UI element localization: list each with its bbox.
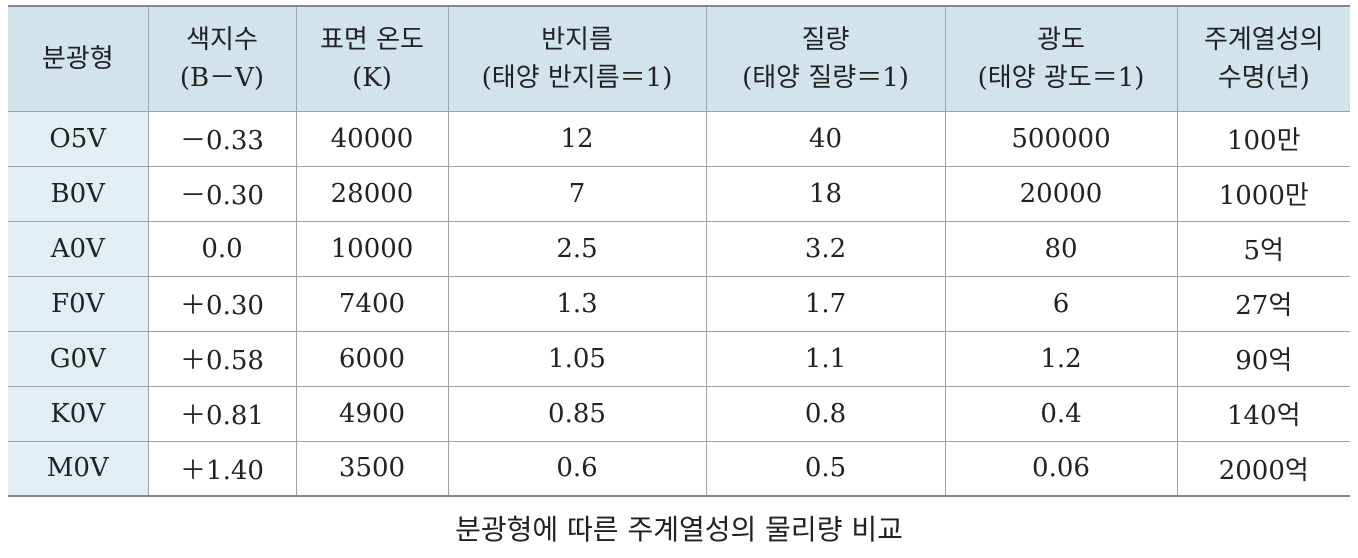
table-cell: 6 [944, 275, 1178, 332]
header-cell: 광도 (태양 광도＝1) [944, 5, 1178, 112]
table-cell: 0.5 [705, 440, 946, 497]
header-line: 표면 온도 [320, 24, 424, 55]
table-cell: 1.2 [944, 330, 1178, 387]
header-cell: 반지름 (태양 반지름＝1) [447, 5, 707, 112]
table-cell: 0.0 [147, 220, 297, 277]
table-cell: －0.30 [147, 165, 297, 222]
header-row: 분광형 색지수 (B－V) 표면 온도 (K) 반지름 (태양 반지름＝1) 질량 (태양 질량… [8, 5, 1350, 112]
header-line: (태양 질량＝1) [742, 62, 909, 93]
table-cell: 27억 [1176, 275, 1350, 332]
table-row: M0Ⅴ ＋1.40 3500 0.6 0.5 0.06 2000억 [8, 440, 1350, 497]
header-cell: 분광형 [8, 5, 149, 112]
table-cell: ＋0.30 [147, 275, 297, 332]
table-cell: 1.1 [705, 330, 946, 387]
table-row: A0Ⅴ 0.0 10000 2.5 3.2 80 5억 [8, 220, 1350, 277]
header-line: (태양 반지름＝1) [481, 62, 673, 93]
table-cell: 40000 [295, 110, 449, 167]
table-cell: K0Ⅴ [8, 385, 149, 442]
header-cell: 질량 (태양 질량＝1) [705, 5, 946, 112]
table-cell: 18 [705, 165, 946, 222]
table-cell: 3500 [295, 440, 449, 497]
header-line: (태양 광도＝1) [977, 62, 1145, 93]
header-cell: 색지수 (B－V) [147, 5, 297, 112]
table-cell: A0Ⅴ [8, 220, 149, 277]
header-cell: 표면 온도 (K) [295, 5, 449, 112]
caption: 분광형에 따른 주계열성의 물리량 비교 [455, 513, 903, 546]
header-line: (K) [352, 62, 392, 93]
table-cell: ＋0.81 [147, 385, 297, 442]
header-line: 질량 [801, 24, 850, 55]
table-cell: 500000 [944, 110, 1178, 167]
data-table: 분광형 색지수 (B－V) 표면 온도 (K) 반지름 (태양 반지름＝1) 질량 (태양 질량… [8, 5, 1350, 497]
table-cell: 40 [705, 110, 946, 167]
table-cell: 3.2 [705, 220, 946, 277]
table-cell: 4900 [295, 385, 449, 442]
table-cell: 28000 [295, 165, 449, 222]
header-line: 광도 [1037, 24, 1085, 55]
table-row: F0Ⅴ ＋0.30 7400 1.3 1.7 6 27억 [8, 275, 1350, 332]
table-cell: ＋1.40 [147, 440, 297, 497]
header-line: 주계열성의 [1203, 24, 1324, 55]
table-cell: F0Ⅴ [8, 275, 149, 332]
table-cell: 5억 [1176, 220, 1350, 277]
table-cell: 7400 [295, 275, 449, 332]
table-cell: 6000 [295, 330, 449, 387]
table-cell: 1.05 [447, 330, 707, 387]
table-cell: 100만 [1176, 110, 1350, 167]
table-cell: 80 [944, 220, 1178, 277]
table-cell: 90억 [1176, 330, 1350, 387]
table-cell: 1.3 [447, 275, 707, 332]
table-cell: 0.8 [705, 385, 946, 442]
table-cell: 12 [447, 110, 707, 167]
table-cell: O5Ⅴ [8, 110, 149, 167]
table-cell: 0.6 [447, 440, 707, 497]
table-cell: G0Ⅴ [8, 330, 149, 387]
table-cell: 1000만 [1176, 165, 1350, 222]
table-row: O5Ⅴ －0.33 40000 12 40 500000 100만 [8, 110, 1350, 167]
header-line: 반지름 [541, 24, 613, 55]
table-cell: ＋0.58 [147, 330, 297, 387]
table-cell: 2000억 [1176, 440, 1350, 497]
table-cell: 140억 [1176, 385, 1350, 442]
table-cell: B0Ⅴ [8, 165, 149, 222]
table-cell: 0.4 [944, 385, 1178, 442]
header-line: (B－V) [179, 62, 265, 93]
table-body: O5Ⅴ －0.33 40000 12 40 500000 100만 B0Ⅴ －0.30 28000… [8, 110, 1350, 497]
table-cell: M0Ⅴ [8, 440, 149, 497]
table-row: K0Ⅴ ＋0.81 4900 0.85 0.8 0.4 140억 [8, 385, 1350, 442]
table-cell: 0.85 [447, 385, 707, 442]
header-line: 분광형 [41, 43, 114, 74]
table-cell: 20000 [944, 165, 1178, 222]
table-cell: 10000 [295, 220, 449, 277]
header-line: 수명(년) [1217, 62, 1310, 93]
table-cell: 7 [447, 165, 707, 222]
table-cell: 2.5 [447, 220, 707, 277]
header-line: 색지수 [186, 24, 258, 55]
table-cell: 0.06 [944, 440, 1178, 497]
table-cell: －0.33 [147, 110, 297, 167]
table-cell: 1.7 [705, 275, 946, 332]
table-row: B0Ⅴ －0.30 28000 7 18 20000 1000만 [8, 165, 1350, 222]
table-wrap: 분광형 색지수 (B－V) 표면 온도 (K) 반지름 (태양 반지름＝1) 질량 (태양 질량… [8, 5, 1350, 497]
table-row: G0Ⅴ ＋0.58 6000 1.05 1.1 1.2 90억 [8, 330, 1350, 387]
